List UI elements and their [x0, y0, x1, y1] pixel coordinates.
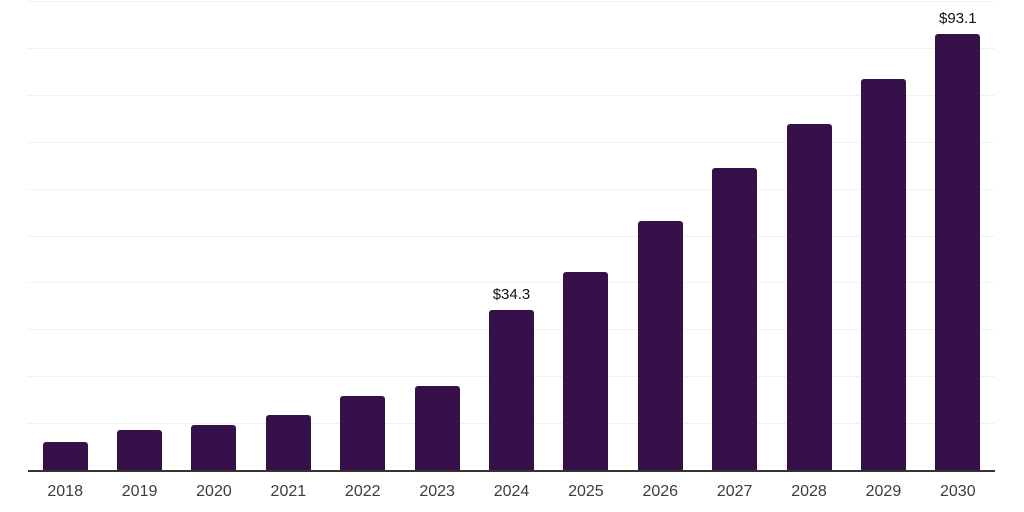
gridline-50	[28, 235, 995, 237]
bar-2020	[191, 424, 237, 471]
bar-2022	[340, 396, 386, 471]
x-axis-line	[28, 470, 995, 472]
x-tick-2022: 2022	[344, 483, 381, 500]
gridline-70	[28, 141, 995, 143]
bar-2024	[489, 310, 534, 471]
bar-2030	[935, 34, 981, 471]
x-tick-2019: 2019	[121, 483, 158, 500]
bar-2018	[42, 442, 88, 471]
x-tick-2027: 2027	[716, 483, 753, 500]
gridline-60	[28, 188, 995, 190]
data-label-2030: $93.1	[939, 10, 977, 28]
x-tick-2026: 2026	[642, 483, 679, 500]
bar-2019	[117, 429, 163, 471]
x-tick-2029: 2029	[865, 483, 902, 500]
x-tick-2021: 2021	[270, 483, 307, 500]
x-axis-labels: 2018 2019 2020 2021 2022 2023 2024 2025 2026 2027…	[28, 482, 995, 506]
x-tick-2020: 2020	[196, 483, 232, 500]
bar-2025	[563, 272, 609, 471]
bar-2026	[637, 220, 683, 471]
x-tick-2023: 2023	[419, 483, 455, 500]
gridline-100	[28, 1, 995, 2]
x-tick-2018: 2018	[47, 483, 83, 500]
x-tick-2028: 2028	[791, 483, 827, 500]
bar-2021	[265, 414, 311, 471]
x-tick-2025: 2025	[568, 483, 604, 500]
gridline-40	[28, 282, 995, 284]
x-tick-2024: 2024	[493, 483, 530, 500]
bar-2029	[860, 78, 906, 471]
x-tick-2030: 2030	[940, 483, 976, 500]
bar-2028	[786, 123, 832, 471]
data-label-2024: $34.3	[492, 286, 531, 304]
bar-2027	[712, 167, 758, 471]
gridline-90	[28, 47, 995, 49]
plot-area: $34.3 $93.1	[28, 1, 995, 471]
bar-2023	[414, 385, 460, 471]
gridline-80	[28, 94, 995, 96]
